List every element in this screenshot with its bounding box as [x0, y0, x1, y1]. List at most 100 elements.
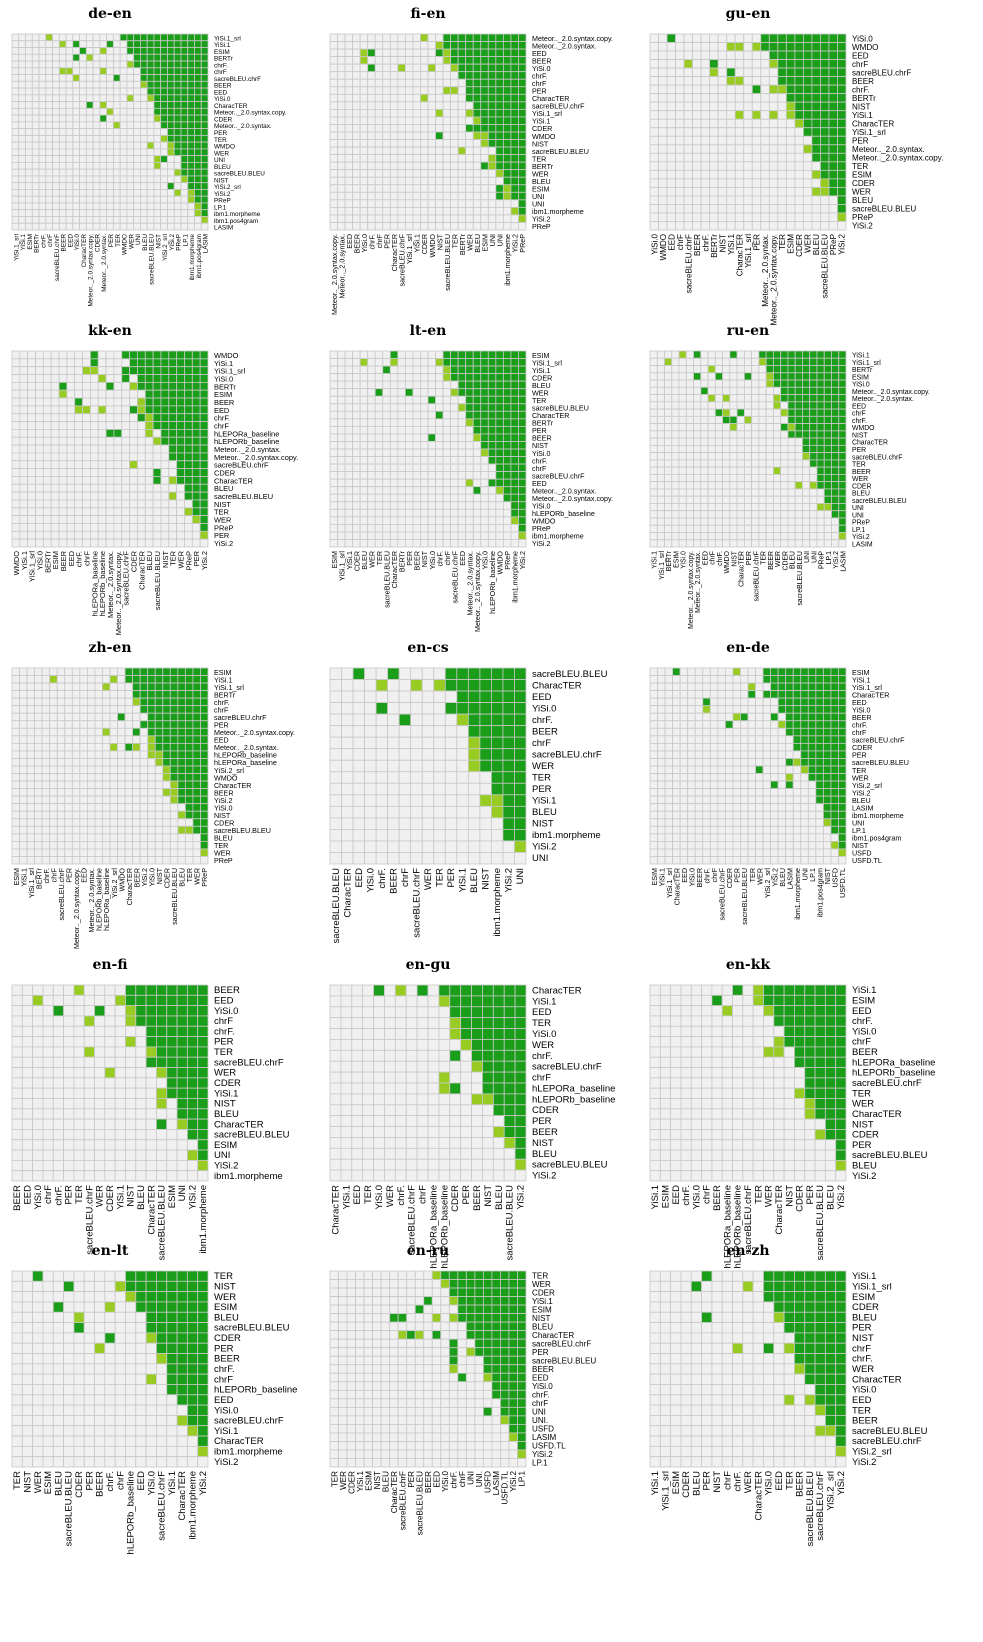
heatmap-cell [133, 47, 141, 55]
heatmap-cell [74, 381, 83, 391]
heatmap-cell [367, 539, 376, 548]
heatmap-cell [382, 116, 391, 125]
heatmap-cell [35, 358, 44, 368]
heatmap-cell [435, 56, 444, 65]
heatmap-cell [11, 33, 20, 42]
heatmap-cell [495, 124, 504, 133]
heatmap-cell [137, 413, 146, 422]
column-label: PER [406, 551, 414, 566]
heatmap-cell [480, 78, 489, 88]
column-label: BERTr [399, 550, 407, 572]
heatmap-cell [147, 697, 156, 707]
heatmap-cell [153, 222, 162, 231]
heatmap-cell [329, 516, 338, 525]
heatmap-cell [329, 471, 338, 480]
heatmap-cell [374, 154, 384, 163]
heatmap-cell [780, 372, 789, 381]
heatmap-cell [192, 690, 201, 699]
heatmap-cell [693, 379, 702, 388]
heatmap-cell [777, 127, 787, 137]
heatmap-cell [56, 720, 66, 729]
heatmap-cell [11, 389, 21, 399]
heatmap-cell [26, 742, 36, 752]
heatmap-cell [816, 401, 825, 410]
heatmap-cell [683, 161, 694, 171]
heatmap-cell [487, 199, 497, 208]
heatmap-cell [359, 456, 369, 465]
heatmap-cell [837, 84, 847, 95]
heatmap-cell [200, 735, 209, 744]
heatmap-cell [329, 456, 338, 465]
heatmap-cell [457, 71, 467, 80]
heatmap-cell [487, 388, 497, 397]
heatmap-cell [106, 209, 114, 217]
heatmap-cell [52, 222, 60, 231]
heatmap-cell [435, 410, 444, 420]
heatmap-cell [751, 430, 760, 439]
heatmap-cell [685, 488, 694, 497]
column-label: BLEU [142, 234, 149, 251]
heatmap-cell [816, 437, 825, 446]
row-label: chrF [852, 411, 866, 418]
heatmap-cell [72, 101, 80, 109]
row-label: YiSi.0 [214, 374, 233, 383]
heatmap-cell [52, 87, 60, 96]
heatmap-cell [816, 408, 825, 417]
heatmap-cell [112, 202, 121, 211]
heatmap-cell [192, 675, 201, 684]
heatmap-cell [65, 195, 74, 204]
heatmap-cell [751, 186, 762, 197]
heatmap-cell [352, 478, 361, 488]
heatmap-cell [743, 59, 753, 69]
heatmap-cell [495, 214, 504, 223]
heatmap-cell [435, 108, 444, 118]
heatmap-cell [124, 697, 134, 707]
heatmap-cell [811, 110, 821, 120]
heatmap-cell [79, 705, 88, 714]
heatmap-cell [811, 93, 821, 103]
heatmap-cell [518, 191, 527, 201]
heatmap-cell [106, 114, 114, 123]
heatmap-cell [58, 40, 67, 48]
heatmap-cell [374, 395, 384, 405]
heatmap-cell [56, 682, 66, 692]
heatmap-cell [344, 395, 354, 405]
heatmap-cell [64, 682, 73, 692]
heatmap-cell [337, 131, 346, 140]
heatmap-cell [64, 758, 73, 767]
heatmap-cell [66, 381, 76, 391]
heatmap-cell [838, 415, 847, 424]
column-label: YiSi.2 [169, 234, 176, 251]
heatmap-cell [758, 517, 767, 526]
heatmap-cell [112, 128, 121, 136]
heatmap-cell [50, 491, 60, 501]
heatmap-cell [831, 459, 840, 468]
heatmap-cell [465, 418, 474, 427]
heatmap-cell [25, 47, 33, 55]
heatmap-cell [26, 765, 36, 774]
heatmap-cell [72, 134, 80, 143]
heatmap-cell [18, 168, 26, 177]
heatmap-cell [773, 474, 782, 483]
heatmap-cell [693, 401, 702, 410]
heatmap-cell [121, 460, 131, 470]
heatmap-cell [412, 108, 421, 118]
heatmap-cell [734, 195, 745, 205]
heatmap-cell [367, 478, 376, 488]
heatmap-cell [187, 202, 195, 211]
row-label: CDER [532, 125, 552, 133]
heatmap-cell [121, 389, 131, 399]
heatmap-cell [85, 148, 94, 157]
heatmap-cell [144, 515, 154, 524]
heatmap-cell [31, 47, 40, 55]
heatmap-cell [664, 423, 673, 432]
heatmap-cell [194, 107, 202, 116]
heatmap-cell [809, 444, 818, 454]
heatmap-cell [38, 74, 47, 82]
heatmap-cell [11, 476, 21, 485]
heatmap-cell [794, 135, 804, 146]
heatmap-cell [160, 374, 170, 383]
heatmap-cell [200, 750, 209, 759]
heatmap-cell [811, 67, 821, 78]
heatmap-cell [329, 539, 338, 548]
